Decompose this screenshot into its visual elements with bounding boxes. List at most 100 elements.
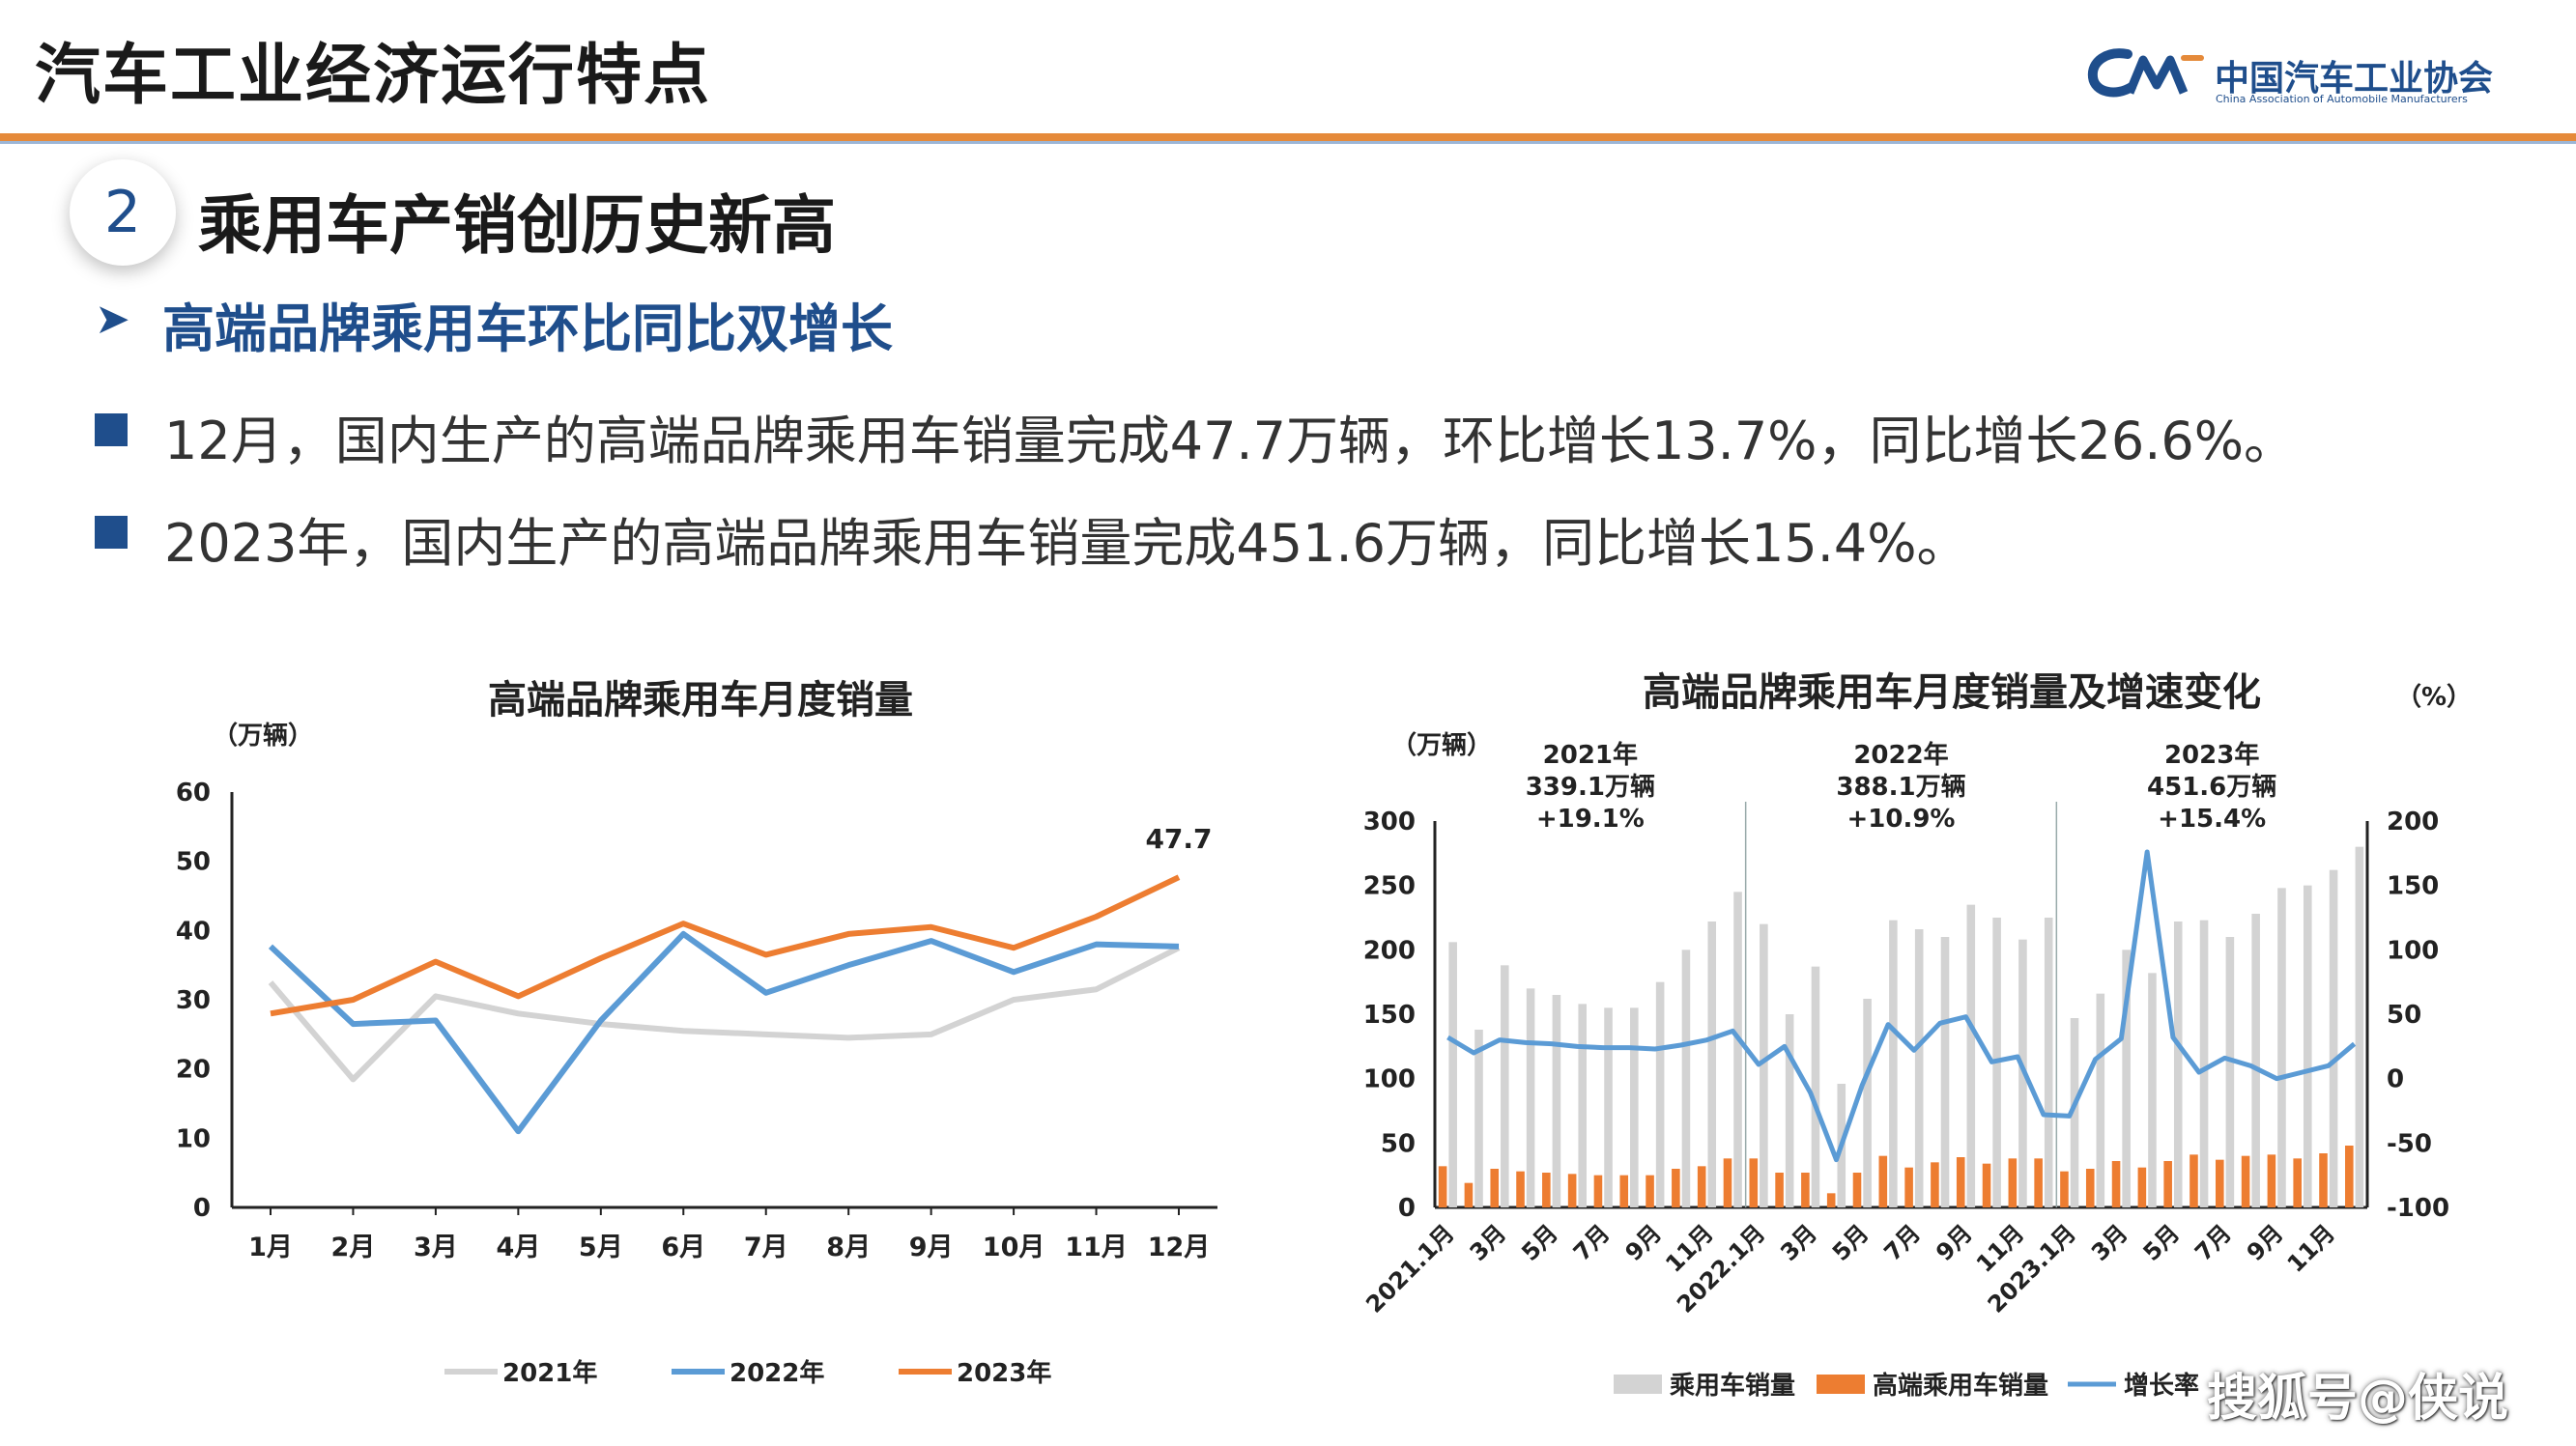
- annotation-year: 2023年: [2164, 740, 2259, 770]
- bar-premium-sales: [1490, 1169, 1500, 1207]
- legend-label: 增长率: [2124, 1371, 2199, 1401]
- x-tick-label: 12月: [1148, 1233, 1211, 1262]
- chart-unit-label: （万辆）: [213, 722, 313, 751]
- bar-premium-sales: [1749, 1158, 1759, 1207]
- bar-premium-sales: [1852, 1173, 1862, 1207]
- series-line-3: [270, 874, 1181, 1017]
- bar-premium-sales: [1567, 1174, 1577, 1207]
- y-tick-label: 200: [1363, 936, 1416, 965]
- bar-premium-sales: [1438, 1166, 1447, 1207]
- bar-total-sales: [1604, 1007, 1613, 1207]
- annotation-growth: +10.9%: [1847, 805, 1956, 834]
- logo-name-en: China Association of Automobile Manufact…: [2216, 93, 2468, 105]
- y2-tick-label: 100: [2387, 936, 2439, 965]
- annotation-growth: +19.1%: [1536, 805, 1645, 834]
- x-tick-label: 11月: [2282, 1219, 2340, 1277]
- bar-total-sales: [1760, 923, 1768, 1207]
- x-tick-label: 5月: [2138, 1219, 2186, 1266]
- x-tick-label: 9月: [909, 1233, 954, 1262]
- bar-total-sales: [1681, 950, 1691, 1207]
- bar-premium-sales: [1878, 1155, 1888, 1207]
- bar-premium-sales: [1982, 1163, 1991, 1207]
- x-tick-label: 4月: [496, 1233, 540, 1262]
- bar-total-sales: [2303, 885, 2312, 1207]
- bar-total-sales: [2277, 888, 2286, 1207]
- bullet-text: 12月，国内生产的高端品牌乘用车销量完成47.7万辆，环比增长13.7%，同比增…: [164, 411, 2297, 471]
- bar-premium-sales: [1723, 1158, 1732, 1207]
- monthly-sales-line-chart: 高端品牌乘用车月度销量 （万辆） 0 10 20 30 40 50 60 1月 2月 3月 4月 5月…: [176, 678, 1217, 1388]
- y-tick-label: 10: [176, 1124, 211, 1153]
- y2-tick-label: 200: [2387, 808, 2439, 836]
- y-tick-label: 50: [176, 848, 211, 877]
- x-tick-label: 7月: [1568, 1219, 1616, 1266]
- bar-total-sales: [1501, 965, 1509, 1207]
- bar-total-sales: [1707, 921, 1717, 1207]
- chart-title: 高端品牌乘用车月度销量: [488, 678, 913, 723]
- bar-premium-sales: [1801, 1173, 1810, 1207]
- y-tick-label: 150: [1363, 1001, 1416, 1030]
- section-title: 乘用车产销创历史新高: [198, 188, 836, 263]
- bar-premium-sales: [2111, 1161, 2121, 1207]
- chart-unit-label-left: （万辆）: [1391, 731, 1492, 760]
- bullet-text: 2023年，国内生产的高端品牌乘用车销量完成451.6万辆，同比增长15.4%。: [164, 513, 1969, 574]
- bar-premium-sales: [2008, 1158, 2018, 1207]
- x-tick-label: 3月: [2086, 1219, 2133, 1266]
- subtitle: 高端品牌乘用车环比同比双增长: [162, 298, 893, 359]
- bar-total-sales: [2148, 973, 2157, 1207]
- bar-premium-sales: [2319, 1153, 2328, 1207]
- y-tick-label: 300: [1363, 808, 1416, 836]
- watermark: 搜狐号@侠说: [2206, 1370, 2508, 1428]
- bar-premium-sales: [1542, 1173, 1551, 1207]
- bar-total-sales: [1863, 999, 1872, 1207]
- bar-total-sales: [1578, 1004, 1588, 1207]
- bar-total-sales: [2096, 993, 2105, 1207]
- bar-total-sales: [1630, 1007, 1639, 1207]
- bar-premium-sales: [2034, 1158, 2043, 1207]
- annotation-year: 2022年: [1853, 740, 1948, 770]
- x-tick-label: 2021.1月: [1360, 1219, 1459, 1318]
- bar-total-sales: [2329, 869, 2338, 1207]
- bar-total-sales: [2122, 950, 2131, 1207]
- y-tick-label: 0: [193, 1194, 211, 1223]
- monthly-sales-growth-combo-chart: 高端品牌乘用车月度销量及增速变化 （万辆） （%） 2021年 339.1万辆 +1…: [1360, 670, 2472, 1401]
- x-tick-label: 5月: [579, 1233, 623, 1262]
- y-tick-label: 100: [1363, 1065, 1416, 1094]
- bar-premium-sales: [2085, 1169, 2095, 1207]
- y-tick-label: 30: [176, 986, 211, 1015]
- bar-total-sales: [1474, 1030, 1483, 1207]
- x-tick-label: 5月: [1827, 1219, 1875, 1266]
- series-line-1: [268, 945, 1181, 1083]
- bar-premium-sales: [2060, 1171, 2069, 1207]
- legend-label: 2022年: [730, 1358, 824, 1388]
- bar-premium-sales: [2293, 1158, 2302, 1207]
- bar-premium-sales: [2241, 1155, 2250, 1207]
- bar-premium-sales: [2190, 1154, 2198, 1207]
- x-tick-label: 3月: [1465, 1219, 1512, 1266]
- legend-swatch: [1614, 1375, 1662, 1394]
- bar-total-sales: [1448, 942, 1457, 1207]
- x-tick-label: 1月: [248, 1233, 293, 1262]
- bar-premium-sales: [1516, 1171, 1525, 1207]
- y2-tick-label: 150: [2387, 872, 2439, 901]
- y-tick-label: 40: [176, 917, 211, 946]
- bar-premium-sales: [1464, 1182, 1474, 1207]
- legend-swatch: [1817, 1375, 1865, 1394]
- x-tick-label: 7月: [744, 1233, 788, 1262]
- x-tick-label: 2月: [331, 1233, 376, 1262]
- legend-label: 乘用车销量: [1669, 1371, 1795, 1401]
- bar-premium-sales: [1826, 1193, 1836, 1207]
- y2-tick-label: 0: [2387, 1065, 2404, 1094]
- legend-label: 2023年: [957, 1358, 1051, 1388]
- bar-total-sales: [1526, 988, 1535, 1207]
- x-tick-label: 8月: [826, 1233, 871, 1262]
- bar-premium-sales: [1593, 1175, 1603, 1207]
- annotation-total: 451.6万辆: [2147, 773, 2276, 802]
- bar-total-sales: [1552, 995, 1561, 1207]
- y2-tick-label: -50: [2387, 1129, 2432, 1158]
- bar-premium-sales: [2267, 1154, 2276, 1207]
- logo-name-cn: 中国汽车工业协会: [2215, 59, 2494, 99]
- bar-premium-sales: [2345, 1146, 2354, 1207]
- series-line-2: [268, 930, 1180, 1135]
- annotation-year: 2021年: [1543, 740, 1638, 770]
- bar-premium-sales: [1646, 1175, 1654, 1207]
